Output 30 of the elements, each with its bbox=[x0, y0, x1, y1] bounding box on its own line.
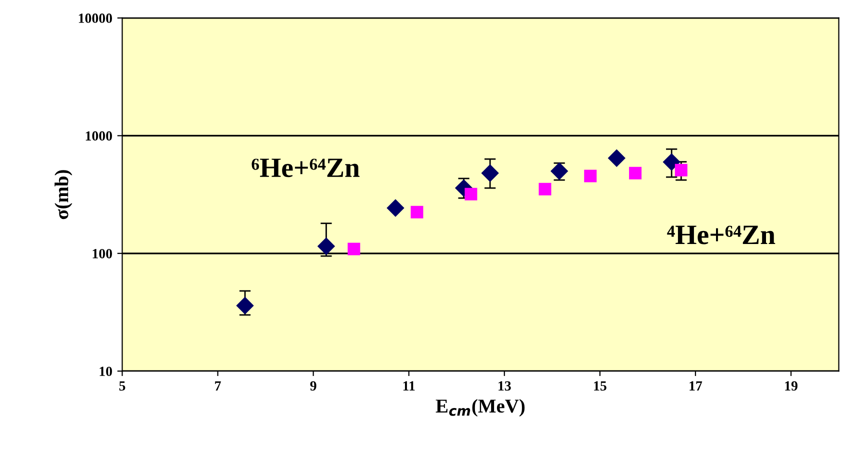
point bbox=[386, 199, 404, 217]
x-tick-label: 7 bbox=[215, 381, 221, 390]
y-axis-title: σ(mb) bbox=[54, 170, 72, 220]
y-tick-label: 10 bbox=[100, 366, 112, 376]
point bbox=[608, 150, 626, 167]
y-tick-label: 10000 bbox=[78, 14, 112, 23]
point bbox=[538, 182, 552, 196]
point bbox=[663, 154, 680, 171]
point bbox=[348, 242, 360, 256]
y-tick-label: 1000 bbox=[86, 131, 112, 141]
series-label: ⁶He+⁶⁴Zn bbox=[252, 158, 360, 178]
x-tick-label: 13 bbox=[498, 381, 511, 391]
x-tick-label: 17 bbox=[690, 381, 702, 390]
x-tick-label: 9 bbox=[310, 381, 316, 391]
point bbox=[482, 164, 499, 182]
x-tick-label: 19 bbox=[785, 381, 798, 391]
x-tick-label: 5 bbox=[119, 381, 126, 391]
x-tick-label: 11 bbox=[403, 381, 415, 390]
point bbox=[550, 162, 568, 180]
point bbox=[236, 297, 254, 314]
y-tick-label: 100 bbox=[92, 248, 112, 258]
x-axis-title: E$_{cm}$(MeV) bbox=[436, 398, 525, 417]
point bbox=[318, 238, 335, 255]
series-label: ⁴He+⁶⁴Zn bbox=[667, 226, 776, 244]
point bbox=[410, 206, 424, 218]
point bbox=[464, 188, 478, 200]
point bbox=[629, 166, 642, 180]
point bbox=[674, 164, 688, 176]
point bbox=[584, 170, 597, 182]
x-tick-label: 15 bbox=[594, 381, 606, 391]
